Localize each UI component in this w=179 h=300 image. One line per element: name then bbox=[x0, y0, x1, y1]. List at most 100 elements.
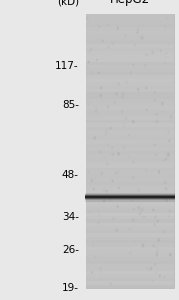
Circle shape bbox=[101, 172, 102, 175]
Bar bbox=[86, 243, 174, 247]
Bar bbox=[86, 240, 174, 243]
Bar bbox=[86, 250, 174, 254]
Circle shape bbox=[150, 267, 152, 270]
Bar bbox=[86, 58, 174, 62]
Circle shape bbox=[170, 254, 171, 256]
Circle shape bbox=[132, 219, 134, 221]
Circle shape bbox=[100, 151, 101, 153]
Bar bbox=[86, 281, 174, 285]
Circle shape bbox=[102, 40, 103, 41]
Bar bbox=[86, 110, 174, 113]
Bar bbox=[86, 123, 174, 127]
Bar bbox=[86, 236, 174, 240]
Bar bbox=[85, 195, 175, 199]
Bar bbox=[86, 285, 174, 288]
Circle shape bbox=[93, 188, 94, 190]
Circle shape bbox=[153, 209, 154, 211]
Circle shape bbox=[146, 109, 147, 110]
Circle shape bbox=[118, 187, 119, 189]
Bar bbox=[86, 212, 174, 216]
Text: 85-: 85- bbox=[62, 100, 79, 110]
Bar bbox=[86, 55, 174, 58]
Bar bbox=[86, 113, 174, 116]
Bar bbox=[86, 178, 174, 182]
Bar bbox=[86, 65, 174, 68]
Text: 34-: 34- bbox=[62, 212, 79, 222]
Bar bbox=[86, 20, 174, 24]
Circle shape bbox=[158, 170, 160, 173]
Bar bbox=[86, 96, 174, 99]
Circle shape bbox=[112, 146, 113, 148]
Circle shape bbox=[133, 64, 134, 66]
Bar bbox=[86, 223, 174, 226]
Bar bbox=[86, 48, 174, 51]
Circle shape bbox=[99, 26, 100, 28]
Bar bbox=[85, 193, 175, 202]
Bar bbox=[86, 106, 174, 109]
Bar bbox=[86, 92, 174, 96]
Circle shape bbox=[113, 218, 114, 220]
Circle shape bbox=[133, 161, 134, 163]
Bar bbox=[86, 209, 174, 212]
Circle shape bbox=[96, 59, 97, 61]
Circle shape bbox=[152, 51, 153, 54]
Bar bbox=[86, 233, 174, 236]
Circle shape bbox=[164, 276, 165, 278]
Bar bbox=[86, 75, 174, 79]
Circle shape bbox=[170, 116, 172, 118]
Bar bbox=[86, 27, 174, 31]
Bar bbox=[86, 202, 174, 206]
Circle shape bbox=[128, 135, 129, 136]
Bar bbox=[85, 196, 175, 198]
Text: 117-: 117- bbox=[55, 61, 79, 71]
Bar bbox=[86, 171, 174, 175]
Bar bbox=[86, 161, 174, 164]
Circle shape bbox=[154, 143, 156, 146]
Bar bbox=[86, 254, 174, 257]
Circle shape bbox=[160, 50, 161, 52]
Bar bbox=[86, 175, 174, 178]
Circle shape bbox=[167, 153, 169, 156]
Bar bbox=[86, 116, 174, 120]
Bar bbox=[86, 140, 174, 144]
Circle shape bbox=[132, 199, 133, 201]
Bar bbox=[86, 260, 174, 264]
Circle shape bbox=[100, 268, 101, 269]
Bar bbox=[86, 41, 174, 44]
Circle shape bbox=[165, 181, 166, 183]
Circle shape bbox=[103, 199, 105, 202]
Circle shape bbox=[98, 222, 99, 224]
Circle shape bbox=[163, 231, 165, 233]
Circle shape bbox=[133, 208, 134, 209]
Circle shape bbox=[159, 274, 161, 277]
Bar bbox=[86, 14, 174, 288]
Bar bbox=[86, 51, 174, 55]
Circle shape bbox=[156, 253, 158, 256]
Bar bbox=[86, 130, 174, 134]
Circle shape bbox=[132, 120, 134, 123]
Circle shape bbox=[158, 238, 160, 241]
Circle shape bbox=[94, 136, 96, 139]
Circle shape bbox=[138, 206, 139, 209]
Circle shape bbox=[88, 172, 89, 173]
Bar bbox=[86, 144, 174, 147]
Circle shape bbox=[108, 46, 109, 48]
Circle shape bbox=[157, 251, 158, 253]
Bar bbox=[86, 44, 174, 48]
Circle shape bbox=[137, 32, 138, 33]
Bar bbox=[86, 79, 174, 82]
Circle shape bbox=[112, 153, 114, 156]
Text: HepG2: HepG2 bbox=[110, 0, 150, 6]
Circle shape bbox=[110, 127, 111, 129]
Bar bbox=[86, 195, 174, 199]
Circle shape bbox=[165, 188, 167, 190]
Text: 26-: 26- bbox=[62, 245, 79, 255]
Circle shape bbox=[116, 93, 117, 95]
Bar bbox=[86, 257, 174, 260]
Bar bbox=[86, 164, 174, 168]
Circle shape bbox=[169, 140, 170, 142]
Bar bbox=[86, 89, 174, 92]
Bar bbox=[86, 85, 174, 89]
Circle shape bbox=[110, 283, 111, 285]
Circle shape bbox=[112, 180, 113, 182]
